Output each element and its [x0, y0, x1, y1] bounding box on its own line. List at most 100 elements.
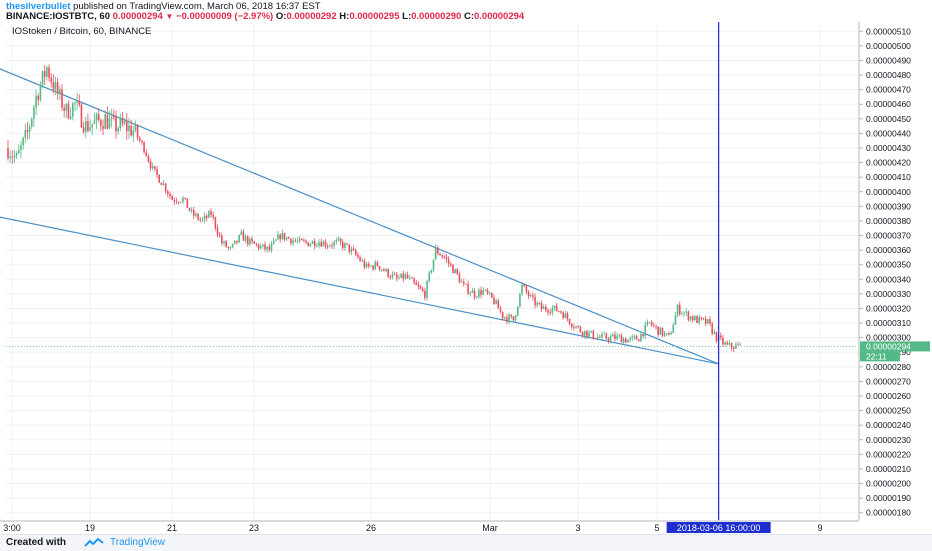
candle-body: [251, 238, 253, 242]
candle-body: [624, 338, 627, 343]
candle-body: [182, 197, 184, 202]
candle-body: [659, 327, 662, 335]
candle-body: [277, 234, 279, 240]
candle-body: [223, 241, 225, 244]
candle-body: [428, 272, 430, 281]
author-link[interactable]: thesilverbullet: [6, 1, 71, 12]
candle-body: [674, 315, 677, 325]
candle-body: [89, 127, 91, 131]
candle-body: [365, 263, 368, 268]
candle-body: [376, 262, 379, 267]
candle-body: [72, 103, 74, 117]
candle-body: [175, 201, 178, 203]
candle-body: [147, 156, 150, 162]
candle-body: [689, 316, 692, 320]
candle-body: [447, 259, 450, 264]
candle-body: [678, 304, 681, 315]
candle-body: [707, 319, 709, 324]
candle-body: [354, 250, 357, 255]
candle-body: [162, 183, 165, 185]
tradingview-logo-icon: [84, 538, 104, 547]
candle-body: [668, 333, 670, 335]
candle-body: [104, 114, 106, 129]
candle-body: [281, 233, 284, 240]
candle-body: [702, 318, 705, 320]
candle-body: [48, 67, 50, 78]
candle-body: [249, 238, 251, 245]
candle-body: [715, 331, 718, 342]
candle-body: [102, 126, 104, 129]
candle-body: [84, 121, 87, 132]
candle-body: [177, 202, 180, 203]
candle-body: [575, 326, 577, 328]
candle-body: [357, 254, 359, 258]
candle-body: [525, 286, 528, 293]
candle-body: [67, 103, 70, 119]
x-tick-label: 23: [249, 523, 259, 533]
candle-body: [54, 82, 57, 90]
candle-body: [285, 237, 288, 240]
candle-body: [300, 238, 303, 241]
candle-body: [408, 277, 411, 279]
candle-body: [160, 182, 163, 185]
candle-body: [199, 219, 202, 221]
chart-area[interactable]: 0.00000510 0.00000500 0.00000490 0.00000480…: [0, 22, 932, 534]
candle-body: [128, 125, 130, 132]
candle-body: [391, 274, 394, 278]
candle-body: [627, 339, 629, 343]
candle-body: [63, 107, 65, 111]
candle-body: [478, 290, 480, 297]
candle-body: [443, 256, 446, 258]
candle-body: [506, 317, 508, 322]
candle-body: [460, 281, 463, 283]
candle-body: [270, 243, 273, 251]
candle-body: [46, 67, 48, 77]
candle-body: [594, 338, 597, 340]
y-tick-label: 0.00000420: [866, 158, 911, 168]
candle-body: [15, 153, 18, 156]
candle-body: [126, 121, 128, 132]
y-tick-label: 0.00000240: [866, 420, 911, 430]
candle-body: [74, 102, 76, 104]
candle-body: [100, 120, 102, 127]
candle-body: [164, 183, 167, 192]
candle-body: [411, 277, 413, 279]
candle-body: [367, 263, 370, 267]
published-text: published on TradingView.com, March 06, …: [73, 1, 321, 12]
candle-body: [592, 330, 595, 339]
candle-body: [482, 289, 484, 295]
x-tick-label: 5: [654, 523, 659, 533]
candle-body: [549, 312, 551, 314]
y-tick-label: 0.00000310: [866, 318, 911, 328]
candle-body: [180, 201, 182, 203]
footer: Created with TradingView: [0, 534, 932, 551]
y-tick-label: 0.00000470: [866, 85, 911, 95]
candle-body: [458, 274, 461, 283]
candle-body: [378, 266, 381, 270]
candle-body: [510, 314, 513, 317]
candle-body: [653, 325, 655, 326]
candle-body: [59, 89, 61, 94]
candle-body: [363, 260, 366, 268]
tradingview-brand[interactable]: TradingView: [110, 537, 166, 548]
candle-body: [573, 327, 575, 328]
countdown-label: 22:11: [866, 351, 887, 361]
candle-body: [704, 318, 707, 324]
candle-body: [197, 213, 199, 220]
candle-body: [434, 247, 437, 260]
candle-body: [709, 319, 711, 324]
candle-body: [562, 312, 564, 318]
candle-body: [13, 155, 16, 158]
y-tick-label: 0.00000390: [866, 201, 911, 211]
candle-body: [415, 282, 418, 285]
candle-body: [445, 257, 448, 260]
candle-body: [221, 235, 223, 244]
candle-body: [650, 322, 653, 326]
last-price: 0.00000294: [112, 11, 163, 22]
candle-body: [130, 125, 132, 136]
candle-body: [37, 95, 40, 101]
candle-body: [655, 325, 657, 327]
candle-body: [11, 156, 14, 158]
candle-body: [158, 174, 160, 183]
price-chart[interactable]: 0.00000510 0.00000500 0.00000490 0.00000480…: [0, 22, 932, 534]
